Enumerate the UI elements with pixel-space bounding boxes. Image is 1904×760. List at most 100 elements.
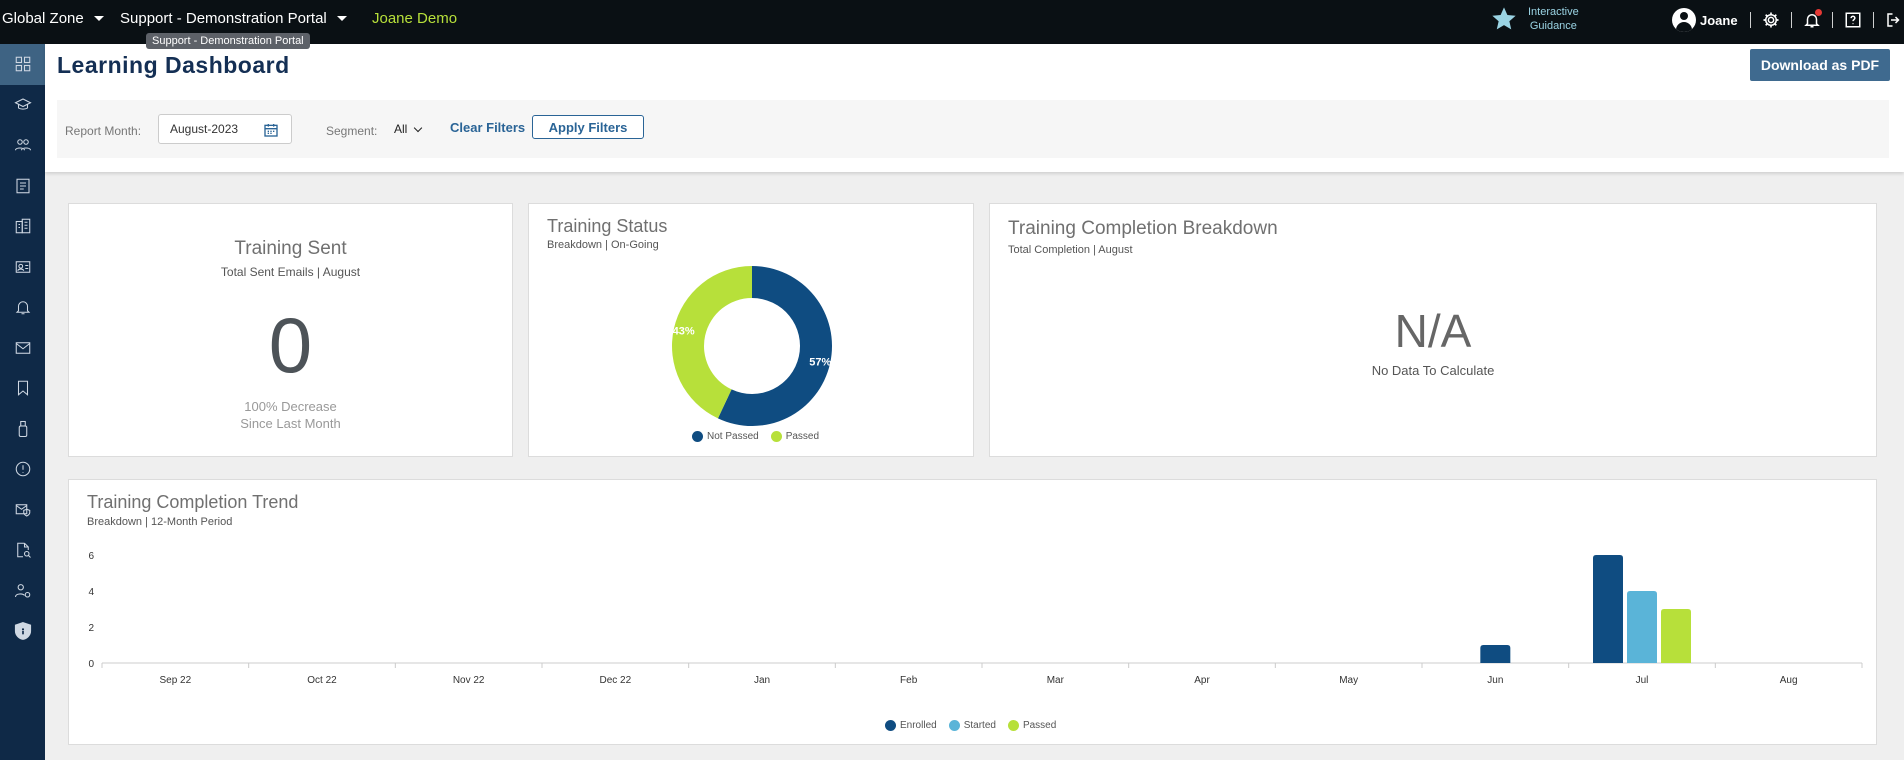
completion-trend-legend: Enrolled Started Passed: [885, 720, 1068, 731]
x-tick-label: Aug: [1780, 675, 1798, 686]
mail-shield-icon: [15, 503, 30, 517]
donut-label: 43%: [673, 326, 695, 338]
settings-icon[interactable]: [1757, 8, 1785, 32]
training-status-card: Training Status Breakdown | On-Going 57%…: [528, 203, 974, 457]
filters-bar: Report Month: Segment: All Clear Filters…: [57, 100, 1889, 158]
sidebar-item-mail-security[interactable]: [0, 490, 45, 531]
training-sent-value: 0: [268, 301, 313, 389]
bar-started-jul: [1627, 591, 1657, 663]
logout-icon[interactable]: [1880, 8, 1904, 32]
company-icon: [15, 218, 30, 234]
sidebar-item-company[interactable]: [0, 206, 45, 247]
legend-dot: [885, 720, 896, 731]
legend-dot: [948, 720, 960, 731]
top-icons: [1744, 8, 1904, 32]
no-data-message: No Data To Calculate: [1371, 363, 1495, 378]
legend-dot: [770, 431, 782, 442]
zone-selector[interactable]: Global Zone: [2, 10, 104, 27]
completion-breakdown-card: Training Completion Breakdown Total Comp…: [989, 203, 1877, 457]
portal-caret-icon: [336, 16, 347, 21]
x-tick-label: Jun: [1487, 675, 1503, 686]
divider: [1873, 12, 1874, 28]
segment-label: Segment:: [326, 124, 378, 138]
donut-slice-not-passed: [717, 266, 832, 426]
user-menu[interactable]: Joane: [1672, 8, 1738, 32]
legend-label: Enrolled: [900, 720, 937, 731]
change-percent: 100% Decrease: [244, 399, 337, 414]
legend-label: Started: [963, 720, 996, 731]
sidebar-item-training[interactable]: [0, 85, 45, 126]
calendar-icon[interactable]: [263, 122, 279, 138]
sidebar-item-warnings[interactable]: [0, 449, 45, 490]
sidebar-item-dashboard[interactable]: [0, 44, 45, 85]
sidebar-item-usb[interactable]: [0, 409, 45, 450]
page-title: Learning Dashboard: [57, 52, 290, 78]
zone-label: Global Zone: [2, 10, 84, 27]
bell-icon[interactable]: [1798, 8, 1826, 32]
dashboard-header: Learning Dashboard Download as PDF Repor…: [45, 44, 1904, 172]
help-icon[interactable]: [1839, 8, 1867, 32]
report-month-input[interactable]: [170, 122, 260, 136]
y-tick-label: 2: [88, 623, 94, 634]
x-tick-label: Jan: [754, 675, 770, 686]
x-tick-label: Jul: [1636, 675, 1649, 686]
bookmark-icon: [17, 380, 28, 397]
sidebar-item-profile[interactable]: [0, 247, 45, 288]
sidebar-item-shield[interactable]: [0, 611, 45, 652]
shield-icon: [14, 622, 31, 641]
sidebar-item-documents[interactable]: [0, 530, 45, 571]
sidebar-item-bookmarks[interactable]: [0, 368, 45, 409]
alert-bell-icon: [15, 301, 30, 315]
completion-trend-title: Training Completion Trend: [87, 492, 299, 512]
training-sent-title: Training Sent: [234, 238, 347, 259]
y-tick-label: 6: [88, 551, 94, 562]
x-tick-label: Nov 22: [453, 675, 485, 686]
guidance-label: Interactive Guidance: [1528, 5, 1579, 33]
sidebar-item-user-settings[interactable]: [0, 571, 45, 612]
usb-icon: [18, 420, 27, 437]
portal-label: Support - Demonstration Portal: [120, 10, 327, 27]
portal-tooltip: Support - Demonstration Portal: [146, 33, 310, 49]
divider: [1750, 12, 1751, 28]
sidebar: [0, 44, 45, 760]
segment-dropdown[interactable]: All: [394, 122, 423, 136]
warning-icon: [15, 461, 30, 477]
completion-value: N/A: [1394, 305, 1472, 357]
x-tick-label: Mar: [1047, 675, 1065, 686]
apply-filters-button[interactable]: Apply Filters: [532, 115, 644, 139]
sidebar-item-mail[interactable]: [0, 328, 45, 369]
chevron-down-icon: [414, 123, 423, 132]
x-tick-label: Sep 22: [159, 675, 191, 686]
legend-label: Passed: [785, 431, 820, 442]
sidebar-item-users[interactable]: [0, 125, 45, 166]
sidebar-item-reports[interactable]: [0, 166, 45, 207]
sidebar-item-alerts[interactable]: [0, 287, 45, 328]
user-settings-icon: [14, 583, 30, 598]
bar-passed-jul: [1661, 609, 1691, 663]
report-month-label: Report Month:: [65, 124, 142, 138]
legend-item-passed: Passed: [770, 431, 820, 442]
portal-selector[interactable]: Support - Demonstration Portal: [120, 10, 347, 27]
x-tick-label: Dec 22: [599, 675, 631, 686]
legend-label: Passed: [1022, 720, 1057, 731]
guidance-line-1: Interactive: [1528, 6, 1579, 18]
donut-slice-passed: [672, 266, 752, 419]
x-tick-label: Apr: [1194, 675, 1210, 686]
clear-filters-link[interactable]: Clear Filters: [450, 120, 526, 135]
y-tick-label: 0: [88, 659, 94, 670]
completion-trend-subtitle: Breakdown | 12-Month Period: [87, 516, 233, 528]
donut-label: 57%: [809, 356, 831, 368]
x-tick-label: Oct 22: [307, 675, 337, 686]
divider: [1832, 12, 1833, 28]
training-status-title: Training Status: [547, 216, 668, 236]
x-tick-label: Feb: [900, 675, 918, 686]
document-search-icon: [16, 542, 31, 559]
bar-enrolled-jul: [1593, 555, 1623, 663]
download-pdf-button[interactable]: Download as PDF: [1750, 49, 1890, 81]
user-avatar-icon: [1672, 8, 1696, 32]
report-month-field[interactable]: [158, 114, 292, 144]
completion-trend-bar-chart: 0 2 4 6 Sep 22 Oct 22 Nov 22 Dec 22 Jan Feb Mar Apr…: [88, 551, 1863, 686]
demo-link[interactable]: Joane Demo: [372, 10, 458, 27]
legend-item-not-passed: Not Passed: [692, 431, 759, 442]
interactive-guidance-button[interactable]: Interactive Guidance: [1490, 5, 1579, 33]
